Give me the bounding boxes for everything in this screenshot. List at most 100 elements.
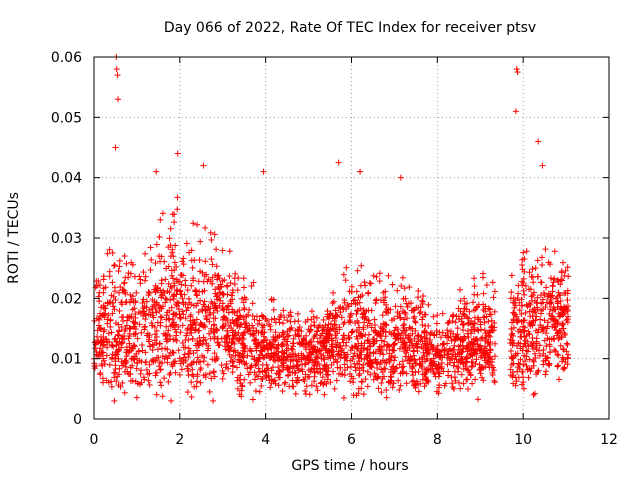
- data-point: [222, 346, 229, 353]
- data-point: [161, 375, 168, 382]
- data-point: [267, 323, 274, 330]
- data-point: [383, 322, 390, 329]
- data-point: [189, 317, 196, 324]
- data-point: [437, 334, 444, 341]
- data-point: [480, 377, 487, 384]
- data-point: [406, 360, 413, 367]
- data-point: [231, 347, 238, 354]
- data-point: [208, 375, 215, 382]
- data-point: [230, 334, 237, 341]
- data-point: [368, 324, 375, 331]
- data-point: [275, 382, 282, 389]
- data-point: [117, 284, 124, 291]
- data-point: [106, 361, 113, 368]
- data-point: [554, 363, 561, 370]
- data-point: [193, 316, 200, 323]
- data-point: [491, 367, 498, 374]
- data-point: [199, 352, 206, 359]
- data-point: [129, 261, 136, 268]
- data-point: [340, 321, 347, 328]
- data-point: [304, 353, 311, 360]
- data-point: [202, 307, 209, 314]
- data-point: [171, 219, 178, 226]
- data-point: [223, 361, 230, 368]
- data-point: [133, 394, 140, 401]
- data-point: [305, 357, 312, 364]
- data-point: [381, 365, 388, 372]
- data-point: [491, 308, 498, 315]
- data-point: [321, 362, 328, 369]
- data-point: [454, 325, 461, 332]
- data-point: [109, 341, 116, 348]
- data-point: [354, 267, 361, 274]
- data-point: [131, 323, 138, 330]
- data-point: [207, 311, 214, 318]
- data-point: [330, 298, 337, 305]
- data-point: [409, 365, 416, 372]
- data-point: [284, 333, 291, 340]
- data-point: [533, 299, 540, 306]
- data-point: [530, 279, 537, 286]
- data-point: [121, 389, 128, 396]
- data-point: [521, 327, 528, 334]
- data-point: [477, 318, 484, 325]
- data-point: [168, 361, 175, 368]
- data-point: [300, 336, 307, 343]
- data-point: [432, 351, 439, 358]
- data-point: [538, 300, 545, 307]
- data-point: [410, 315, 417, 322]
- data-point: [517, 329, 524, 336]
- y-tick-label: 0.01: [51, 352, 82, 368]
- data-point: [326, 327, 333, 334]
- data-point: [114, 351, 121, 358]
- data-point: [162, 295, 169, 302]
- data-point: [185, 350, 192, 357]
- y-tick-label: 0.06: [51, 50, 82, 66]
- data-point: [377, 323, 384, 330]
- data-point: [96, 324, 103, 331]
- data-point: [563, 317, 570, 324]
- data-point: [219, 324, 226, 331]
- data-point: [109, 249, 116, 256]
- data-point: [292, 390, 299, 397]
- data-point: [351, 296, 358, 303]
- data-point: [240, 284, 247, 291]
- data-point: [508, 272, 515, 279]
- data-point: [111, 262, 118, 269]
- data-point: [327, 379, 334, 386]
- data-point: [365, 317, 372, 324]
- data-point: [101, 312, 108, 319]
- data-point: [260, 168, 267, 175]
- data-point: [219, 300, 226, 307]
- data-point: [289, 377, 296, 384]
- data-point: [93, 282, 100, 289]
- data-point: [469, 362, 476, 369]
- data-point: [168, 272, 175, 279]
- data-point: [341, 297, 348, 304]
- data-point: [374, 360, 381, 367]
- data-point: [112, 144, 119, 151]
- data-point: [555, 362, 562, 369]
- data-point: [132, 298, 139, 305]
- data-point: [271, 338, 278, 345]
- data-point: [328, 343, 335, 350]
- data-point: [560, 356, 567, 363]
- data-point: [190, 220, 197, 227]
- data-point: [331, 385, 338, 392]
- data-point: [394, 287, 401, 294]
- data-point: [390, 363, 397, 370]
- data-point: [113, 66, 120, 73]
- data-point: [193, 287, 200, 294]
- data-point: [184, 362, 191, 369]
- data-point: [272, 334, 279, 341]
- data-point: [146, 370, 153, 377]
- data-point: [298, 350, 305, 357]
- data-point: [212, 357, 219, 364]
- data-point: [211, 335, 218, 342]
- data-point: [203, 316, 210, 323]
- data-point: [115, 268, 122, 275]
- data-point: [376, 361, 383, 368]
- data-point: [396, 361, 403, 368]
- data-point: [356, 324, 363, 331]
- data-point: [360, 361, 367, 368]
